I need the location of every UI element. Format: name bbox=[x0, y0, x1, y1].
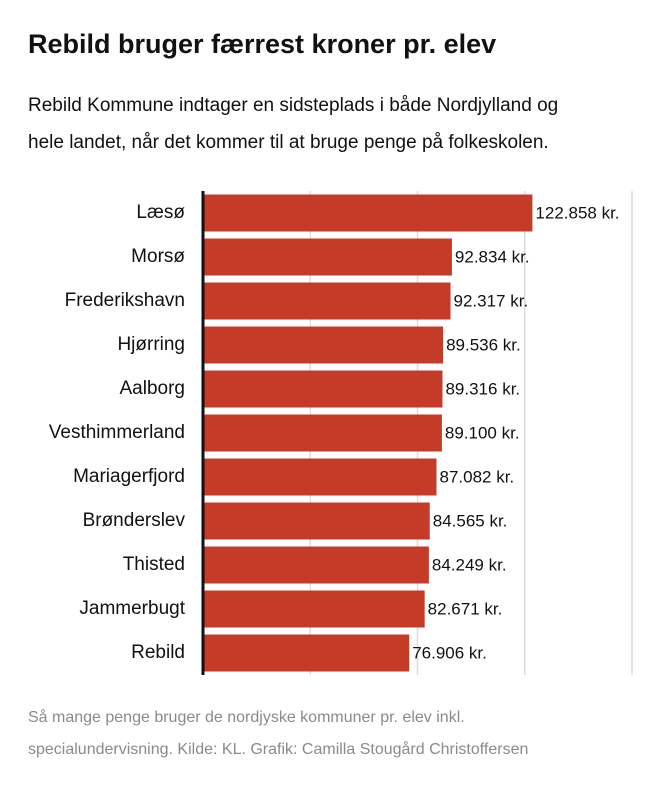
subtitle: Rebild Kommune indtager en sidsteplads i… bbox=[28, 95, 558, 116]
category-label: Aalborg bbox=[120, 378, 186, 399]
bar bbox=[203, 370, 443, 408]
bar bbox=[203, 546, 429, 584]
value-label: 89.316 kr. bbox=[445, 379, 520, 398]
value-label: 92.317 kr. bbox=[454, 291, 529, 310]
value-label: 82.671 kr. bbox=[428, 599, 503, 618]
category-label: Vesthimmerland bbox=[49, 422, 185, 443]
value-label: 84.249 kr. bbox=[432, 555, 507, 574]
bar bbox=[203, 282, 451, 320]
value-label: 92.834 kr. bbox=[455, 247, 530, 266]
bar bbox=[203, 634, 410, 672]
note: Så mange penge bruger de nordjyske kommu… bbox=[28, 708, 465, 726]
subtitle: hele landet, når det kommer til at bruge… bbox=[28, 132, 549, 153]
value-label: 122.858 kr. bbox=[535, 203, 619, 222]
value-label: 76.906 kr. bbox=[412, 643, 487, 662]
category-label: Læsø bbox=[136, 202, 185, 223]
bar bbox=[203, 502, 430, 540]
category-label: Rebild bbox=[131, 642, 185, 663]
category-label: Thisted bbox=[123, 554, 185, 575]
bar bbox=[203, 326, 444, 364]
category-label: Hjørring bbox=[117, 334, 185, 355]
bar bbox=[203, 414, 442, 452]
value-label: 89.100 kr. bbox=[445, 423, 520, 442]
bar bbox=[203, 238, 452, 276]
value-label: 84.565 kr. bbox=[433, 511, 508, 530]
bar bbox=[203, 194, 533, 232]
category-label: Brønderslev bbox=[83, 510, 186, 531]
value-label: 87.082 kr. bbox=[439, 467, 514, 486]
value-label: 89.536 kr. bbox=[446, 335, 521, 354]
bar bbox=[203, 590, 425, 628]
chart-title: Rebild bruger færrest kroner pr. elev bbox=[28, 29, 496, 59]
bar bbox=[203, 458, 437, 496]
category-label: Jammerbugt bbox=[79, 598, 185, 619]
category-label: Mariagerfjord bbox=[73, 466, 185, 487]
note: specialundervisning. Kilde: KL. Grafik: … bbox=[28, 740, 528, 758]
category-label: Morsø bbox=[131, 246, 185, 267]
category-label: Frederikshavn bbox=[65, 290, 185, 311]
